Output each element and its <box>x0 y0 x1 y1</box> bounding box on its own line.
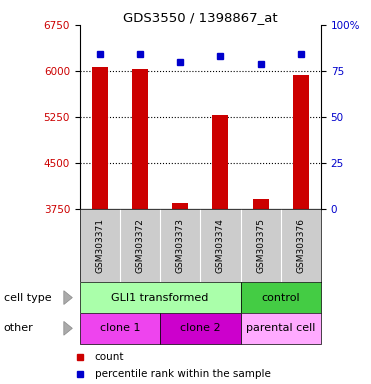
Text: GSM303374: GSM303374 <box>216 218 225 273</box>
Bar <box>240 313 321 344</box>
Text: count: count <box>95 352 124 362</box>
Bar <box>253 199 269 209</box>
Text: GSM303373: GSM303373 <box>176 218 185 273</box>
Text: GSM303375: GSM303375 <box>256 218 265 273</box>
Text: control: control <box>262 293 300 303</box>
Text: GSM303371: GSM303371 <box>95 218 104 273</box>
Bar <box>80 282 240 313</box>
Text: GSM303376: GSM303376 <box>296 218 305 273</box>
Bar <box>160 313 240 344</box>
Text: GLI1 transformed: GLI1 transformed <box>111 293 209 303</box>
Text: cell type: cell type <box>4 293 51 303</box>
Polygon shape <box>64 291 72 305</box>
Text: clone 1: clone 1 <box>100 323 140 333</box>
Bar <box>213 115 229 209</box>
Text: GSM303372: GSM303372 <box>135 218 145 273</box>
Polygon shape <box>64 321 72 335</box>
Text: parental cell: parental cell <box>246 323 315 333</box>
Bar <box>80 313 160 344</box>
Bar <box>172 202 188 209</box>
Bar <box>293 75 309 209</box>
Bar <box>92 67 108 209</box>
Text: percentile rank within the sample: percentile rank within the sample <box>95 369 270 379</box>
Text: other: other <box>4 323 33 333</box>
Title: GDS3550 / 1398867_at: GDS3550 / 1398867_at <box>123 11 278 24</box>
Bar <box>132 69 148 209</box>
Bar <box>240 282 321 313</box>
Text: clone 2: clone 2 <box>180 323 221 333</box>
